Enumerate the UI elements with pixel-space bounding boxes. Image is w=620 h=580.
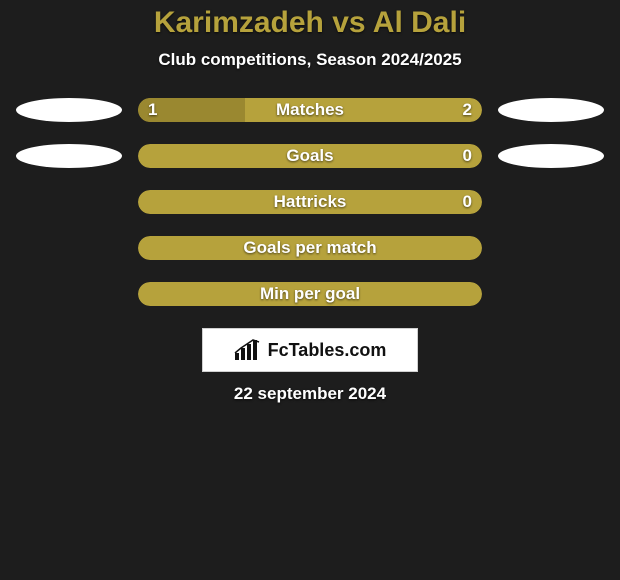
player-left-badge xyxy=(14,98,124,122)
stat-label: Min per goal xyxy=(138,282,482,306)
stat-bar: Min per goal xyxy=(138,282,482,306)
badge-ellipse-icon xyxy=(498,144,604,168)
stat-bar: Hattricks0 xyxy=(138,190,482,214)
badge-ellipse-icon xyxy=(498,98,604,122)
bars-icon xyxy=(234,339,262,361)
stat-label: Hattricks xyxy=(138,190,482,214)
badge-ellipse-icon xyxy=(16,144,122,168)
player-right-badge xyxy=(496,190,606,214)
stat-label: Goals per match xyxy=(138,236,482,260)
stat-row: Hattricks0 xyxy=(0,190,620,214)
stat-bar: Goals0 xyxy=(138,144,482,168)
stat-bar: Matches1 2 xyxy=(138,98,482,122)
stat-value-right: 0 xyxy=(453,144,482,168)
source-logo[interactable]: FcTables.com xyxy=(202,328,418,372)
stat-row: Goals0 xyxy=(0,144,620,168)
player-right-badge xyxy=(496,98,606,122)
stat-value-left: 1 xyxy=(138,98,167,122)
logo-text: FcTables.com xyxy=(268,340,387,361)
player-left-badge xyxy=(14,236,124,260)
player-right-badge xyxy=(496,144,606,168)
stat-row: Goals per match xyxy=(0,236,620,260)
stat-bar: Goals per match xyxy=(138,236,482,260)
stat-label: Goals xyxy=(138,144,482,168)
badge-ellipse-icon xyxy=(16,98,122,122)
stats-list: Matches12Goals0Hattricks0Goals per match… xyxy=(0,98,620,306)
page-subtitle: Club competitions, Season 2024/2025 xyxy=(0,50,620,70)
player-left-badge xyxy=(14,190,124,214)
player-right-badge xyxy=(496,236,606,260)
player-left-badge xyxy=(14,282,124,306)
stat-label: Matches xyxy=(138,98,482,122)
stat-row: Matches1 2 xyxy=(0,98,620,122)
page-title: Karimzadeh vs Al Dali xyxy=(0,6,620,40)
player-right-badge xyxy=(496,282,606,306)
stat-value-right: 0 xyxy=(453,190,482,214)
comparison-card: Karimzadeh vs Al Dali Club competitions,… xyxy=(0,0,620,404)
player-left-badge xyxy=(14,144,124,168)
date-label: 22 september 2024 xyxy=(0,384,620,404)
stat-row: Min per goal xyxy=(0,282,620,306)
stat-value-right: 2 xyxy=(453,98,482,122)
